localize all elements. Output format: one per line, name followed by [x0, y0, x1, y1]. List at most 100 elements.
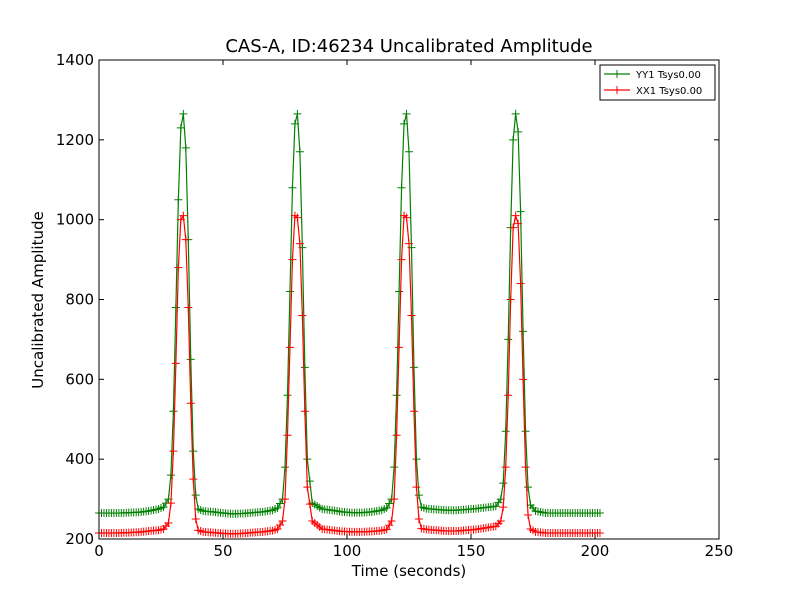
data-point-marker — [524, 511, 533, 520]
x-tick-label: 150 — [457, 542, 486, 560]
legend-label: XX1 Tsys0.00 — [636, 86, 702, 97]
data-point-marker — [501, 427, 510, 436]
data-point-marker — [169, 447, 178, 456]
data-point-marker — [514, 219, 523, 228]
data-point-marker — [278, 517, 287, 526]
data-point-marker — [273, 503, 282, 512]
data-point-marker — [174, 195, 183, 204]
y-tick-label: 800 — [65, 291, 94, 309]
data-point-marker — [179, 109, 188, 118]
x-tick-label: 0 — [94, 542, 104, 560]
data-point-marker — [496, 517, 505, 526]
series-xx1 — [95, 211, 604, 538]
series-yy1 — [95, 109, 604, 518]
data-point-marker — [385, 499, 394, 508]
x-tick-label: 200 — [581, 542, 610, 560]
data-point-marker — [181, 143, 190, 152]
y-tick-label: 400 — [65, 450, 94, 468]
y-tick-label: 1000 — [56, 211, 94, 229]
data-point-marker — [514, 127, 523, 136]
data-point-marker — [283, 431, 292, 440]
y-axis-label: Uncalibrated Amplitude — [29, 211, 47, 388]
data-point-marker — [519, 375, 528, 384]
data-point-marker — [412, 455, 421, 464]
data-point-marker — [595, 529, 604, 538]
y-tick-label: 600 — [65, 370, 94, 388]
data-point-marker — [382, 503, 391, 512]
data-point-marker — [288, 183, 297, 192]
data-point-marker — [499, 503, 508, 512]
data-point-marker — [385, 521, 394, 530]
data-point-marker — [171, 303, 180, 312]
data-point-marker — [506, 295, 515, 304]
data-point-marker — [281, 463, 289, 472]
data-point-marker — [395, 343, 404, 352]
data-point-marker — [395, 287, 404, 296]
data-point-marker — [397, 183, 406, 192]
data-point-marker — [509, 223, 518, 232]
data-point-marker — [181, 235, 190, 244]
data-point-marker — [524, 483, 533, 492]
plot-frame — [98, 59, 720, 540]
data-point-marker — [409, 407, 418, 416]
data-point-marker — [509, 135, 518, 144]
y-tick-label: 1400 — [56, 51, 94, 69]
legend-label: YY1 Tsys0.00 — [635, 70, 701, 81]
data-point-marker — [402, 109, 411, 118]
legend-box — [599, 64, 716, 101]
data-point-marker — [521, 427, 530, 436]
data-point-marker — [412, 483, 421, 492]
data-point-marker — [499, 479, 508, 488]
data-point-marker — [519, 327, 528, 336]
data-point-marker — [283, 391, 292, 400]
y-axis: 200 400 600 800 1000 1200 1400 — [56, 51, 719, 548]
data-point-marker — [293, 213, 302, 222]
data-point-marker — [382, 525, 391, 534]
data-point-marker — [288, 255, 297, 264]
data-point-marker — [174, 263, 183, 272]
legend-swatch-marker — [613, 86, 621, 94]
data-point-marker — [501, 463, 510, 472]
legend-swatch-marker — [613, 70, 621, 78]
y-tick-label: 200 — [65, 530, 94, 548]
data-point-marker — [392, 391, 401, 400]
data-point-marker — [276, 499, 285, 508]
data-point-marker — [303, 483, 312, 492]
data-point-marker — [293, 109, 302, 118]
x-axis: 0 50 100 150 200 250 — [94, 60, 733, 560]
data-point-marker — [164, 519, 173, 528]
data-point-marker — [184, 303, 193, 312]
data-point-marker — [171, 359, 180, 368]
data-point-marker — [400, 119, 409, 128]
data-point-marker — [504, 391, 513, 400]
data-point-marker — [191, 491, 200, 500]
data-point-marker — [295, 147, 304, 156]
data-point-marker — [409, 363, 418, 372]
data-point-marker — [303, 455, 312, 464]
data-point-marker — [186, 399, 195, 408]
x-tick-label: 250 — [705, 542, 734, 560]
data-point-marker — [405, 239, 413, 248]
data-point-marker — [521, 463, 530, 472]
data-point-marker — [285, 343, 294, 352]
data-point-marker — [390, 495, 399, 504]
data-point-marker — [595, 509, 604, 518]
legend: YY1 Tsys0.00 XX1 Tsys0.00 — [599, 64, 716, 101]
data-point-marker — [407, 311, 416, 320]
chart-title: CAS-A, ID:46234 Uncalibrated Amplitude — [225, 36, 592, 57]
data-point-marker — [392, 431, 401, 440]
data-point-marker — [295, 239, 304, 248]
data-point-marker — [504, 335, 513, 344]
data-point-marker — [285, 287, 294, 296]
data-point-marker — [390, 463, 399, 472]
data-point-marker — [397, 255, 406, 264]
x-tick-label: 50 — [213, 542, 232, 560]
data-point-marker — [169, 407, 178, 416]
data-point-marker — [414, 515, 423, 524]
data-point-marker — [511, 109, 520, 118]
data-point-marker — [186, 355, 195, 364]
y-tick-label: 1200 — [56, 131, 94, 149]
data-point-marker — [166, 471, 175, 480]
data-point-marker — [189, 447, 198, 456]
